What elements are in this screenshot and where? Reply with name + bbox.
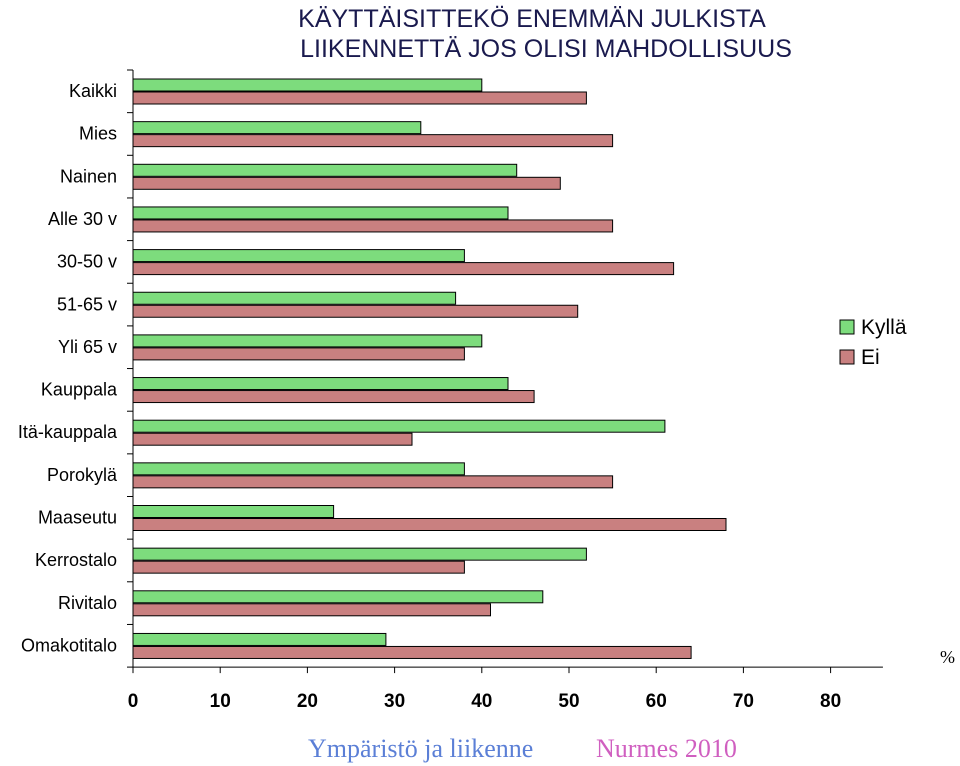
- x-tick-label-30: 30: [384, 691, 405, 712]
- category-label-alle-30-v: Alle 30 v: [48, 209, 117, 229]
- bar-kyllä-itä-kauppala: [132, 419, 666, 433]
- category-label-maaseutu: Maaseutu: [38, 508, 117, 528]
- bar-ei-itä-kauppala: [132, 432, 413, 446]
- legend-swatch-kyllä: [839, 319, 855, 335]
- bar-kyllä-51-65-v: [132, 291, 457, 305]
- category-label-yli-65-v: Yli 65 v: [58, 337, 117, 357]
- bar-kyllä-30-50-v: [132, 249, 465, 263]
- bar-ei-alle-30-v: [132, 219, 614, 233]
- x-tick-label-70: 70: [733, 691, 754, 712]
- category-label-porokylä: Porokylä: [47, 465, 118, 485]
- bar-ei-omakotitalo: [132, 645, 692, 659]
- category-label-30-50-v: 30-50 v: [57, 252, 117, 272]
- x-tick-label-60: 60: [646, 691, 667, 712]
- category-label-51-65-v: 51-65 v: [57, 294, 117, 314]
- bar-kyllä-kerrostalo: [132, 547, 587, 561]
- chart-title-line-2: LIIKENNETTÄ JOS OLISI MAHDOLLISUUS: [300, 35, 792, 63]
- unit-label: %: [940, 647, 955, 667]
- bar-ei-porokylä: [132, 475, 614, 489]
- bar-ei-nainen: [132, 176, 561, 190]
- x-tick-label-80: 80: [820, 691, 841, 712]
- bar-kyllä-kaikki: [132, 78, 483, 92]
- category-label-mies: Mies: [79, 124, 117, 144]
- x-tick-label-0: 0: [128, 691, 139, 712]
- bar-kyllä-mies: [132, 121, 422, 135]
- plot-area: Kaikki Mies Nainen Alle 30 v 30-50 v 51-65 v Y…: [18, 69, 883, 712]
- category-label-omakotitalo: Omakotitalo: [21, 635, 117, 655]
- bar-ei-rivitalo: [132, 603, 491, 617]
- category-label-kaikki: Kaikki: [69, 81, 117, 101]
- bar-kyllä-maaseutu: [132, 505, 335, 518]
- bar-kyllä-porokylä: [132, 462, 465, 476]
- bar-kyllä-alle-30-v: [132, 206, 509, 220]
- bar-kyllä-rivitalo: [132, 590, 544, 604]
- category-label-nainen: Nainen: [60, 166, 117, 186]
- x-tick-label-50: 50: [558, 691, 579, 712]
- category-label-itä-kauppala: Itä-kauppala: [18, 422, 118, 442]
- category-label-rivitalo: Rivitalo: [58, 593, 117, 613]
- bar-ei-51-65-v: [132, 304, 579, 318]
- bar-kyllä-nainen: [132, 163, 518, 177]
- bar-kyllä-yli-65-v: [132, 334, 483, 348]
- x-tick-label-10: 10: [210, 691, 231, 712]
- legend: Kyllä Ei: [839, 316, 907, 369]
- bar-ei-kauppala: [132, 390, 535, 404]
- legend-swatch-ei: [839, 349, 855, 365]
- category-label-kauppala: Kauppala: [41, 380, 118, 400]
- bar-ei-30-50-v: [132, 262, 675, 276]
- footer-left: Ympäristö ja liikenne: [308, 734, 534, 763]
- x-tick-label-40: 40: [471, 691, 492, 712]
- x-tick-label-20: 20: [297, 691, 318, 712]
- bar-ei-yli-65-v: [132, 347, 465, 361]
- chart-title-line-1: KÄYTTÄISITTEKÖ ENEMMÄN JULKISTA: [298, 5, 766, 33]
- bar-kyllä-omakotitalo: [132, 632, 387, 646]
- category-label-kerrostalo: Kerrostalo: [35, 550, 117, 570]
- bar-ei-maaseutu: [132, 518, 727, 531]
- bar-ei-kaikki: [132, 91, 587, 105]
- bar-ei-mies: [132, 134, 614, 148]
- bar-kyllä-kauppala: [132, 377, 509, 391]
- footer-right: Nurmes 2010: [596, 734, 737, 763]
- legend-label-kyllä: Kyllä: [861, 316, 907, 339]
- legend-label-ei: Ei: [861, 346, 880, 369]
- bar-ei-kerrostalo: [132, 560, 465, 574]
